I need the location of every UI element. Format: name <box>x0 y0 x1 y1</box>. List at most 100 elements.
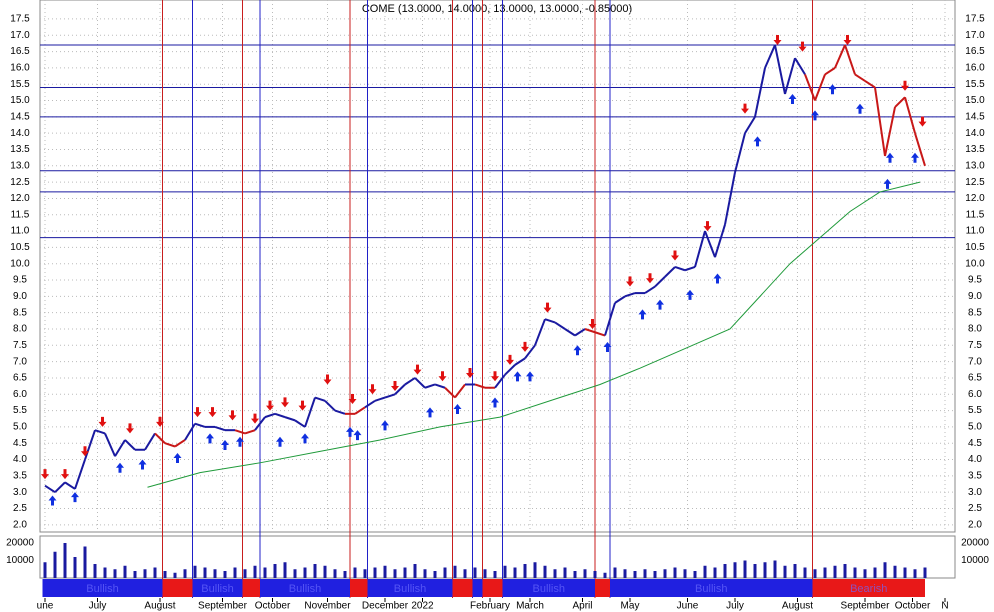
y-tick-label: 8.0 <box>13 324 27 335</box>
sell-arrow <box>413 364 422 375</box>
sell-arrow <box>391 381 399 392</box>
sell-arrow <box>506 354 514 365</box>
volume-bar <box>333 569 337 578</box>
price-segment <box>574 328 586 337</box>
trend-band <box>610 579 813 597</box>
price-segment <box>304 397 316 428</box>
y-tick-label: 12.5 <box>10 177 30 188</box>
volume-bar <box>463 569 467 578</box>
price-segment <box>564 328 576 337</box>
y-tick-label-right: 2.5 <box>968 503 982 514</box>
price-segment <box>744 116 756 134</box>
y-tick-label: 14.0 <box>10 128 30 139</box>
price-segment <box>54 481 66 493</box>
x-tick-label: October <box>895 601 931 612</box>
price-segment <box>74 459 86 490</box>
price-segment <box>694 230 706 268</box>
volume-bar <box>893 565 897 578</box>
volume-bar <box>163 571 167 578</box>
volume-bar <box>863 569 867 578</box>
y-tick-label-right: 3.5 <box>968 471 982 482</box>
y-tick-label-right: 7.5 <box>968 340 982 351</box>
price-segment <box>554 321 566 330</box>
x-tick-label: August <box>782 601 813 612</box>
x-tick-label: une <box>37 601 54 612</box>
buy-arrow <box>173 453 182 464</box>
volume-bar <box>783 565 787 578</box>
band-label: Bullish <box>394 583 426 595</box>
volume-tick-label: 20000 <box>6 538 34 549</box>
sell-arrow <box>266 400 274 411</box>
x-tick-label: December <box>362 601 409 612</box>
volume-bar <box>613 567 617 578</box>
trend-band <box>502 579 595 597</box>
volume-bar <box>423 569 427 578</box>
volume-bar <box>743 560 747 578</box>
price-segment <box>194 422 206 428</box>
trend-band <box>42 579 163 597</box>
price-segment <box>94 429 106 435</box>
price-segment <box>124 439 136 451</box>
x-tick-label: May <box>621 601 640 612</box>
price-segment <box>234 429 246 435</box>
volume-tick-label-right: 20000 <box>961 538 989 549</box>
volume-bar <box>603 572 607 578</box>
volume-bar <box>713 567 717 578</box>
volume-bar <box>443 567 447 578</box>
sell-arrow <box>703 221 712 232</box>
sell-arrow <box>741 103 749 114</box>
buy-arrow <box>353 430 362 441</box>
x-tick-label: June <box>677 601 699 612</box>
y-tick-label-right: 17.5 <box>965 14 985 25</box>
sell-arrow <box>348 394 357 405</box>
buy-arrow <box>346 426 354 437</box>
y-tick-label-right: 4.0 <box>968 454 982 465</box>
y-tick-label-right: 3.0 <box>968 487 982 498</box>
volume-bar <box>923 567 927 578</box>
volume-bar <box>303 567 307 578</box>
volume-bar <box>173 572 177 578</box>
band-label: Bullish <box>201 583 233 595</box>
y-tick-label: 15.5 <box>10 79 30 90</box>
y-tick-label: 14.5 <box>10 111 30 122</box>
price-segment <box>754 67 766 118</box>
volume-bar <box>433 571 437 578</box>
y-tick-label-right: 14.5 <box>965 111 985 122</box>
volume-bar <box>253 565 257 578</box>
price-segment <box>914 132 926 167</box>
volume-bar <box>143 569 147 578</box>
price-segment <box>764 44 776 69</box>
buy-arrow <box>686 289 694 300</box>
volume-bar <box>883 562 887 578</box>
x-tick-label: October <box>255 601 291 612</box>
sell-arrow <box>626 276 634 287</box>
price-panel <box>39 0 956 533</box>
sell-arrow <box>466 367 474 378</box>
volume-bar <box>693 571 697 578</box>
sell-arrow <box>323 374 332 385</box>
volume-bar <box>523 564 527 578</box>
sell-arrow <box>773 35 782 46</box>
trend-band <box>482 579 503 597</box>
x-tick-label: April <box>572 601 592 612</box>
x-tick-label: March <box>516 601 544 612</box>
sell-arrow <box>298 400 307 411</box>
buy-arrow <box>811 110 819 121</box>
buy-arrow <box>71 492 79 503</box>
sell-arrow <box>798 41 807 52</box>
volume-bar <box>853 567 857 578</box>
price-segment <box>174 439 186 448</box>
x-tick-label: September <box>841 601 891 612</box>
volume-bar <box>83 546 87 578</box>
buy-arrow <box>828 84 837 95</box>
buy-arrow <box>453 404 462 415</box>
price-segment <box>824 67 836 76</box>
buy-arrow <box>513 371 522 382</box>
volume-bar <box>323 565 327 578</box>
y-tick-label-right: 7.0 <box>968 356 982 367</box>
y-tick-label-right: 13.5 <box>965 144 985 155</box>
sell-arrow <box>438 371 447 382</box>
price-segment <box>714 224 726 258</box>
sell-arrow <box>281 397 289 408</box>
buy-arrow <box>426 407 434 418</box>
